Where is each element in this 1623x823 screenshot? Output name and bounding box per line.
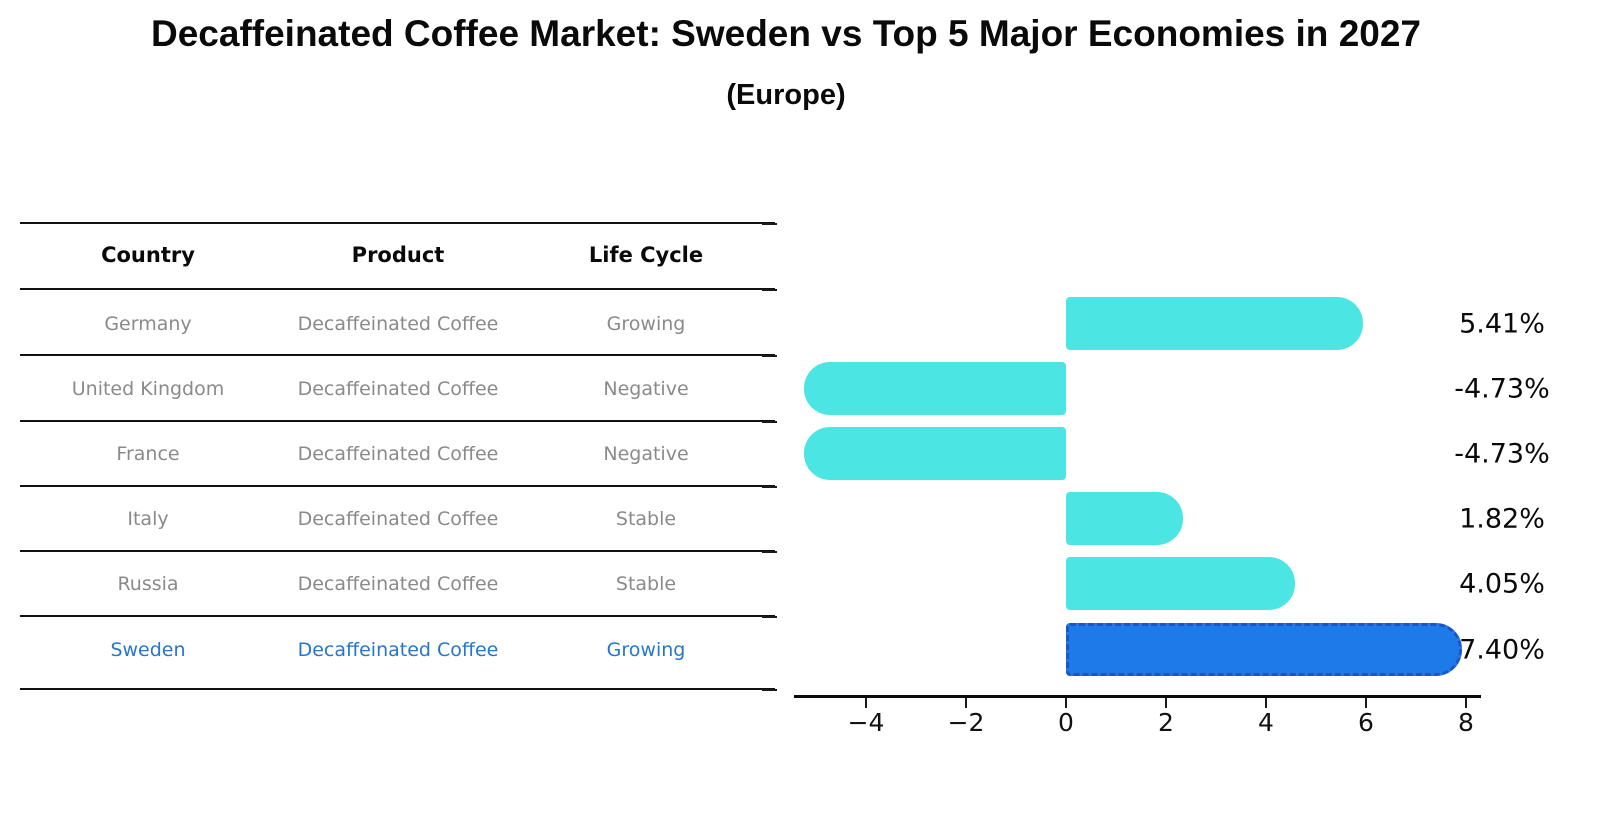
y-axis-tick [762,486,777,488]
table-rule [20,688,775,690]
table-rule [20,354,775,356]
table-cell-country: Germany [104,313,192,335]
x-axis-tick [965,698,967,708]
table-cell-country: Russia [117,573,179,595]
y-axis-tick [762,689,777,691]
table-cell-product: Decaffeinated Coffee [297,443,499,465]
y-axis-tick [762,355,777,357]
x-tick-label: 8 [1458,708,1474,737]
bar-value-label: 4.05% [1459,568,1545,600]
table-rule [20,485,775,487]
table-cell-country: Sweden [110,639,186,661]
y-axis-tick [762,289,777,291]
bar-italy [1066,492,1183,545]
x-axis-tick [1365,698,1367,708]
bar-value-label: -4.73% [1454,438,1550,470]
y-axis-tick [762,551,777,553]
table-rule [20,420,775,422]
table-cell-product: Decaffeinated Coffee [297,378,499,400]
table-cell-lifecycle: Stable [615,508,677,530]
table-rule [20,615,775,617]
x-tick-label: −4 [847,708,885,737]
x-axis-line [794,695,1481,698]
bar-value-label: 1.82% [1459,503,1545,535]
x-axis-tick [865,698,867,708]
x-tick-label: 6 [1358,708,1374,737]
y-axis-tick [762,223,777,225]
bar-russia [1066,557,1295,610]
table-cell-country: United Kingdom [71,378,225,400]
table-cell-country: Italy [127,508,169,530]
x-tick-label: −2 [947,708,985,737]
table-cell-product: Decaffeinated Coffee [297,508,499,530]
bar-sweden [1066,623,1462,676]
x-tick-label: 0 [1058,708,1074,737]
x-axis-tick [1265,698,1267,708]
chart-title: Decaffeinated Coffee Market: Sweden vs T… [150,13,1421,54]
y-axis-tick [762,421,777,423]
table-cell-lifecycle: Growing [606,639,686,661]
table-rule [20,222,775,224]
column-header: Life Cycle [588,243,704,267]
bar-germany [1066,297,1363,350]
x-tick-label: 4 [1258,708,1274,737]
y-axis-tick [762,616,777,618]
table-cell-lifecycle: Growing [606,313,686,335]
bar-united-kingdom [803,362,1066,415]
table-cell-product: Decaffeinated Coffee [297,639,499,661]
table-cell-lifecycle: Negative [603,378,689,400]
chart-subtitle: (Europe) [726,79,846,111]
bar-value-label: 7.40% [1459,634,1545,666]
bar-value-label: -4.73% [1454,373,1550,405]
x-axis-tick [1465,698,1467,708]
table-cell-country: France [116,443,180,465]
column-header: Country [101,243,195,267]
bar-france [803,427,1066,480]
column-header: Product [351,243,445,267]
table-rule [20,550,775,552]
bar-value-label: 5.41% [1459,308,1545,340]
table-cell-product: Decaffeinated Coffee [297,313,499,335]
x-tick-label: 2 [1158,708,1174,737]
table-cell-lifecycle: Stable [615,573,677,595]
table-rule [20,288,775,290]
x-axis-tick [1065,698,1067,708]
table-cell-product: Decaffeinated Coffee [297,573,499,595]
table-cell-lifecycle: Negative [603,443,689,465]
x-axis-tick [1165,698,1167,708]
